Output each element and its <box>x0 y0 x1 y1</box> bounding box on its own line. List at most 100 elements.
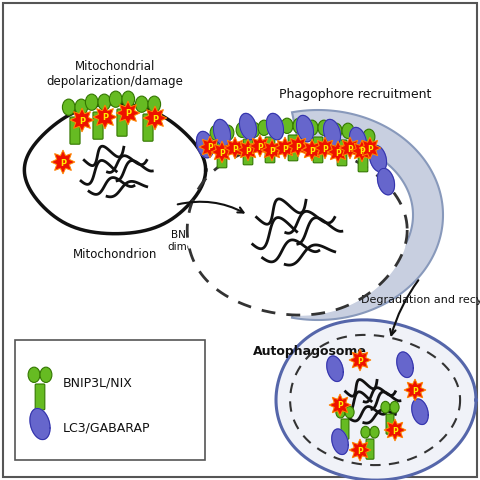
Polygon shape <box>93 105 117 129</box>
Polygon shape <box>287 135 309 157</box>
Text: Autophagosome: Autophagosome <box>253 345 367 358</box>
Text: Mitochondrial
depolarization/damage: Mitochondrial depolarization/damage <box>47 60 183 88</box>
Ellipse shape <box>75 99 88 115</box>
FancyBboxPatch shape <box>366 439 374 459</box>
Text: P: P <box>269 146 275 156</box>
Polygon shape <box>266 113 284 140</box>
Polygon shape <box>274 137 296 159</box>
Text: P: P <box>152 115 158 123</box>
Ellipse shape <box>361 426 370 438</box>
Polygon shape <box>351 140 373 162</box>
Text: P: P <box>392 427 398 435</box>
Polygon shape <box>240 113 256 140</box>
Polygon shape <box>249 135 271 157</box>
Ellipse shape <box>62 99 75 115</box>
Text: P: P <box>309 146 315 156</box>
Text: P: P <box>207 144 213 153</box>
Ellipse shape <box>28 367 40 383</box>
Polygon shape <box>199 136 221 158</box>
FancyBboxPatch shape <box>93 112 103 139</box>
FancyBboxPatch shape <box>15 340 205 460</box>
Polygon shape <box>349 439 371 461</box>
Text: P: P <box>257 143 263 152</box>
Ellipse shape <box>336 407 345 418</box>
Polygon shape <box>224 137 246 159</box>
Ellipse shape <box>330 123 342 138</box>
Text: P: P <box>232 144 238 154</box>
Polygon shape <box>51 150 75 174</box>
Polygon shape <box>292 110 443 320</box>
Ellipse shape <box>270 120 282 135</box>
Text: P: P <box>322 144 328 154</box>
Text: BNIP3L/NIX: BNIP3L/NIX <box>63 376 133 389</box>
Ellipse shape <box>258 120 270 135</box>
Ellipse shape <box>236 122 248 137</box>
Polygon shape <box>327 356 343 382</box>
Ellipse shape <box>293 118 305 133</box>
Polygon shape <box>143 106 167 130</box>
Polygon shape <box>370 145 386 172</box>
FancyBboxPatch shape <box>117 109 127 136</box>
Polygon shape <box>237 139 259 161</box>
Ellipse shape <box>135 96 148 112</box>
Polygon shape <box>276 320 476 480</box>
Polygon shape <box>339 137 361 159</box>
Ellipse shape <box>40 367 52 383</box>
FancyBboxPatch shape <box>243 139 253 165</box>
Polygon shape <box>196 132 214 158</box>
FancyBboxPatch shape <box>217 142 227 168</box>
Ellipse shape <box>342 123 354 138</box>
Polygon shape <box>377 168 395 195</box>
Ellipse shape <box>248 122 260 137</box>
Text: P: P <box>347 144 353 154</box>
Text: P: P <box>335 148 341 157</box>
Polygon shape <box>211 141 233 163</box>
Polygon shape <box>404 379 426 401</box>
Text: P: P <box>79 117 85 125</box>
FancyBboxPatch shape <box>35 384 45 410</box>
FancyBboxPatch shape <box>288 135 298 161</box>
FancyBboxPatch shape <box>358 146 368 172</box>
Polygon shape <box>329 394 351 416</box>
Text: P: P <box>367 144 373 154</box>
Text: P: P <box>102 113 108 122</box>
Text: P: P <box>60 158 66 168</box>
Polygon shape <box>324 120 340 146</box>
Polygon shape <box>30 408 50 440</box>
Polygon shape <box>297 115 313 142</box>
Ellipse shape <box>351 129 363 144</box>
Polygon shape <box>332 429 348 455</box>
Polygon shape <box>24 104 205 234</box>
Text: Degradation and recycling: Degradation and recycling <box>361 295 480 305</box>
Ellipse shape <box>345 407 354 418</box>
Text: BNIP3L/NIX
dimerization: BNIP3L/NIX dimerization <box>167 230 233 252</box>
Polygon shape <box>412 399 428 424</box>
Text: P: P <box>357 357 363 365</box>
Polygon shape <box>314 137 336 159</box>
Polygon shape <box>327 141 349 163</box>
Ellipse shape <box>148 96 161 112</box>
Polygon shape <box>116 101 140 125</box>
Ellipse shape <box>390 401 399 413</box>
Text: P: P <box>359 147 365 156</box>
Text: P: P <box>357 446 363 456</box>
Ellipse shape <box>306 120 318 135</box>
Ellipse shape <box>109 91 122 108</box>
Polygon shape <box>187 145 407 315</box>
FancyBboxPatch shape <box>143 114 153 141</box>
Text: P: P <box>412 386 418 396</box>
Polygon shape <box>349 349 371 371</box>
Ellipse shape <box>363 129 375 144</box>
Text: P: P <box>245 146 251 156</box>
FancyBboxPatch shape <box>337 140 347 166</box>
FancyBboxPatch shape <box>265 137 275 163</box>
Polygon shape <box>349 127 367 154</box>
Text: P: P <box>337 401 343 410</box>
Ellipse shape <box>122 91 134 108</box>
Text: P: P <box>219 148 225 157</box>
FancyBboxPatch shape <box>70 117 80 144</box>
Text: P: P <box>295 143 301 152</box>
FancyBboxPatch shape <box>386 414 394 434</box>
Ellipse shape <box>370 426 379 438</box>
Polygon shape <box>70 108 94 132</box>
